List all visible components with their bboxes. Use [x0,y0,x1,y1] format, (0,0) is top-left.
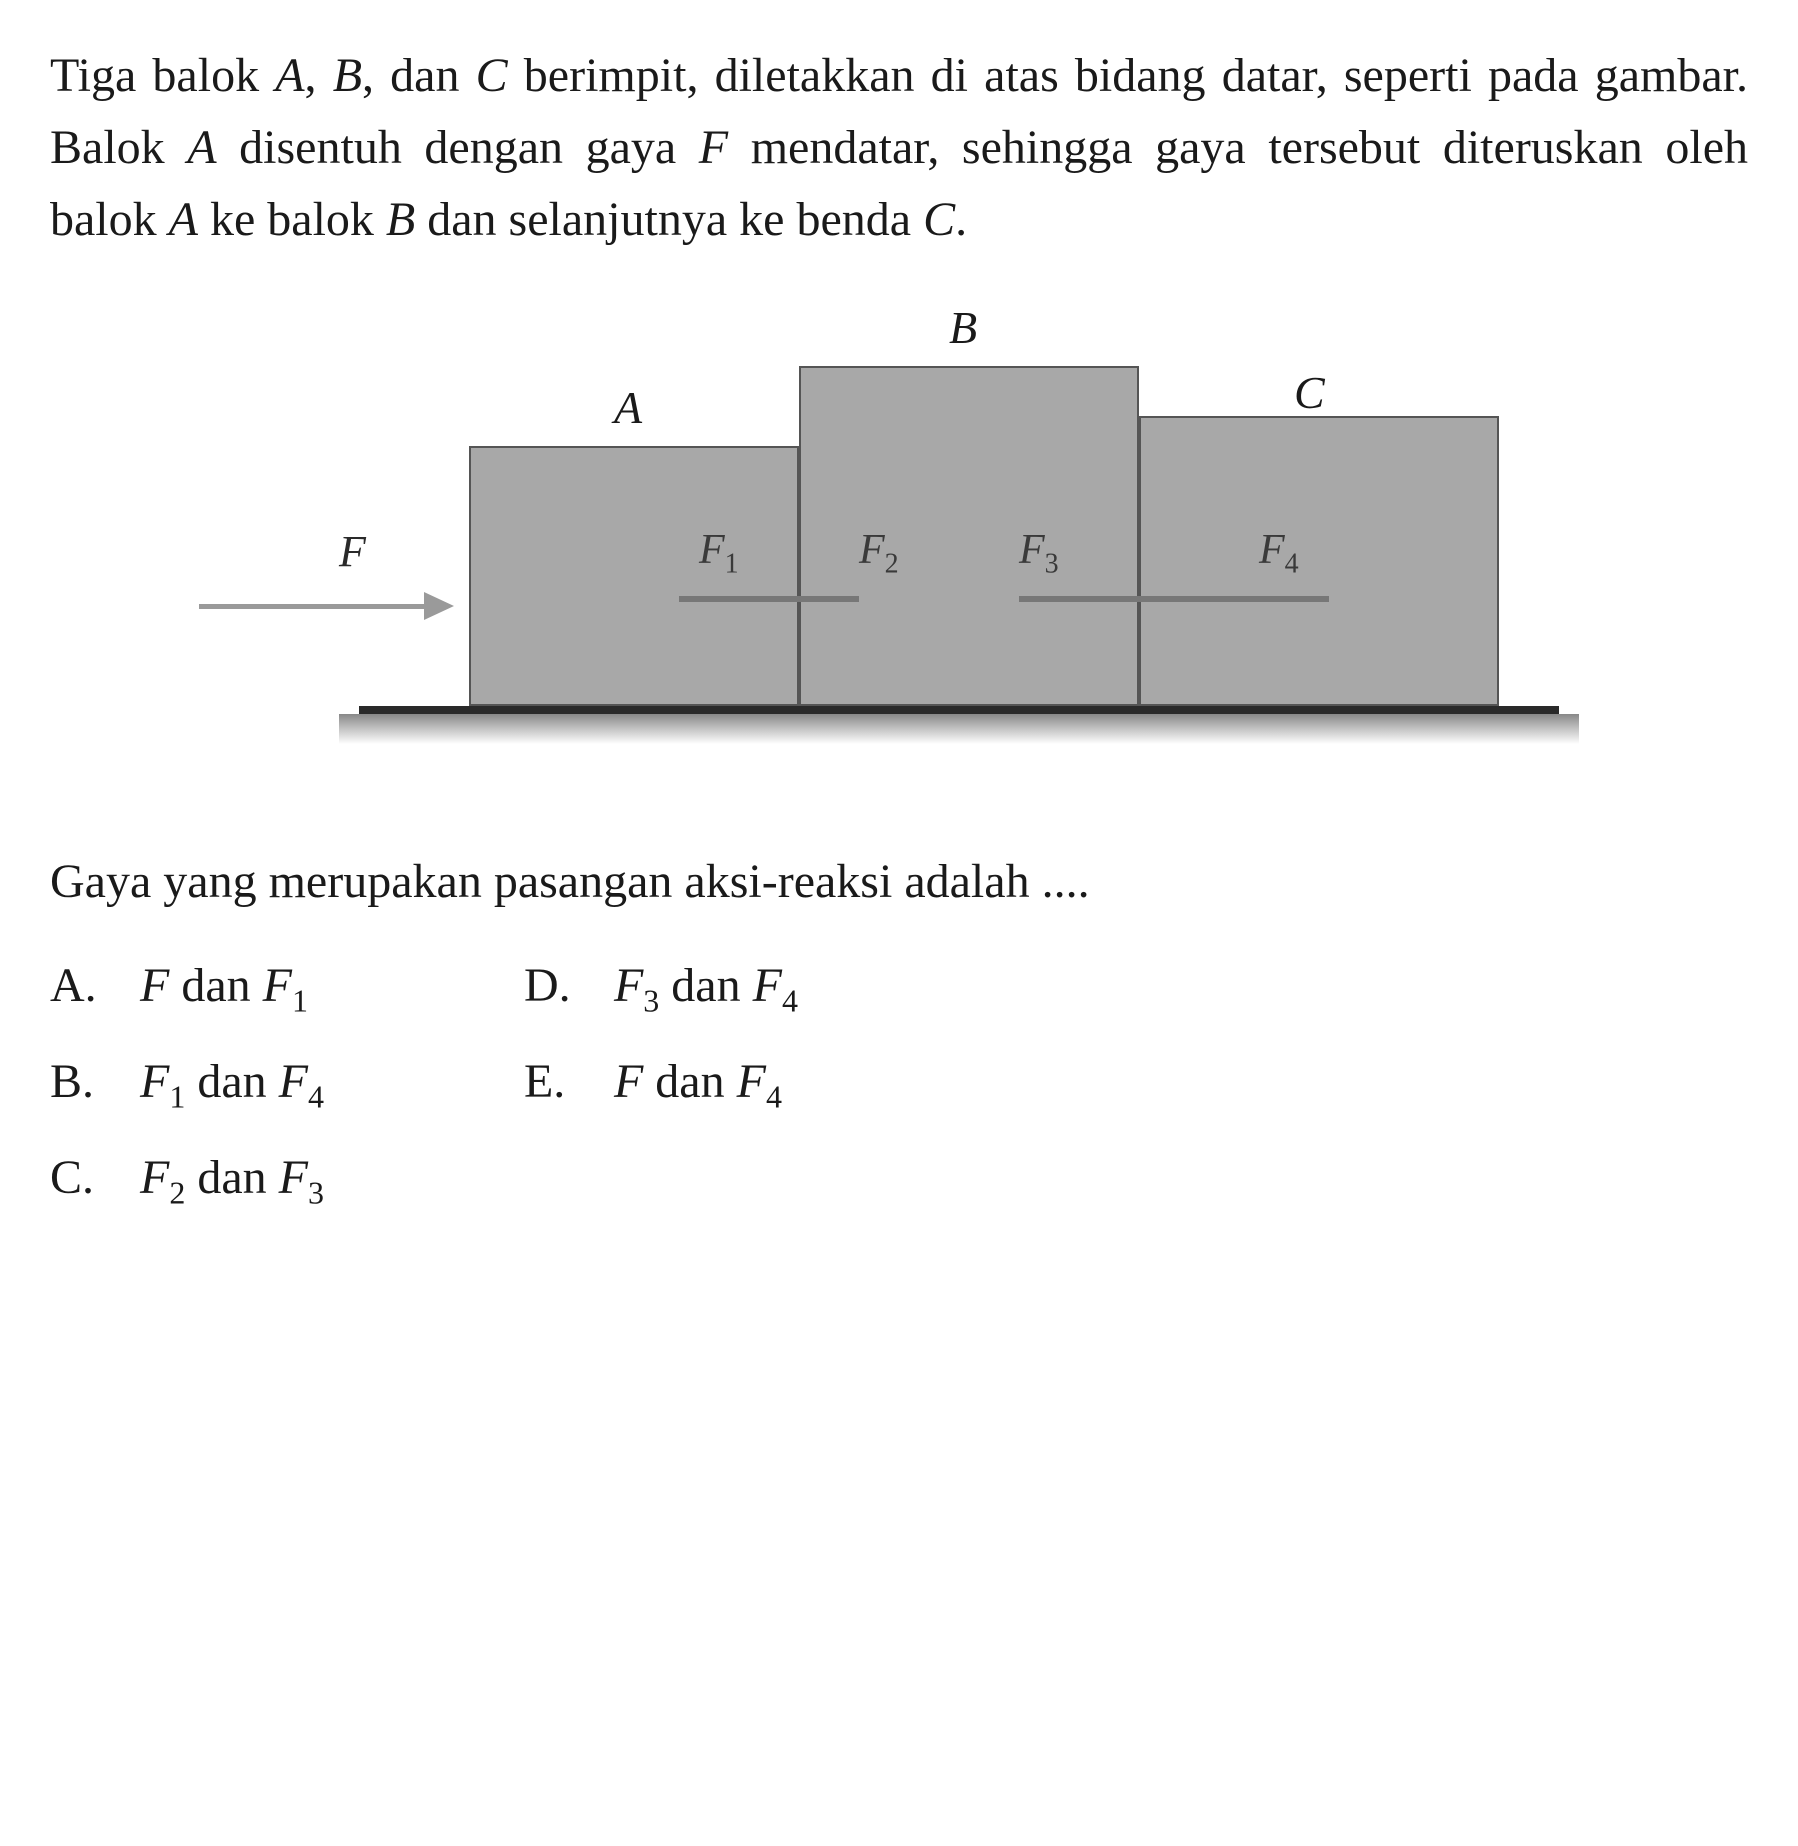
label-block-A: A [614,381,642,434]
ground-line [359,706,1559,714]
options-right-column: D. F3 dan F4 E. F dan F4 [524,938,798,1226]
option-C-text: F2 dan F3 [140,1130,324,1226]
arrow-head [424,592,454,620]
label-force-F4: F4 [1259,526,1299,580]
options-container: A. F dan F1 B. F1 dan F4 C. F2 dan F3 D.… [50,938,1748,1226]
option-D: D. F3 dan F4 [524,938,798,1034]
block-B [799,366,1139,706]
label-block-B: B [949,301,977,354]
option-E-letter: E. [524,1034,584,1130]
option-A: A. F dan F1 [50,938,324,1034]
label-force-F3: F3 [1019,526,1059,580]
option-C: C. F2 dan F3 [50,1130,324,1226]
physics-diagram: F A B C F1 F2 F3 F4 [199,296,1599,796]
block-C [1139,416,1499,706]
label-force-F2: F2 [859,526,899,580]
label-block-C: C [1294,366,1325,419]
option-D-letter: D. [524,938,584,1034]
question-text: Gaya yang merupakan pasangan aksi-reaksi… [50,846,1748,918]
diagram-container: F A B C F1 F2 F3 F4 [50,296,1748,796]
arrow-shaft [199,604,429,609]
options-left-column: A. F dan F1 B. F1 dan F4 C. F2 dan F3 [50,938,324,1226]
inner-arrow-3 [1199,596,1329,602]
option-B: B. F1 dan F4 [50,1034,324,1130]
force-arrow-F [199,586,459,626]
inner-arrow-2 [1019,596,1199,602]
ground-shadow [339,714,1579,744]
label-force-F: F [339,526,366,577]
option-B-text: F1 dan F4 [140,1034,324,1130]
problem-paragraph: Tiga balok A, B, dan C berimpit, diletak… [50,40,1748,256]
para-text: Tiga balok A, B, dan C berimpit, diletak… [50,49,1748,246]
option-E-text: F dan F4 [614,1034,782,1130]
option-A-text: F dan F1 [140,938,308,1034]
option-B-letter: B. [50,1034,110,1130]
option-A-letter: A. [50,938,110,1034]
block-A [469,446,799,706]
inner-arrow-1 [679,596,859,602]
option-D-text: F3 dan F4 [614,938,798,1034]
label-force-F1: F1 [699,526,739,580]
option-C-letter: C. [50,1130,110,1226]
option-E: E. F dan F4 [524,1034,798,1130]
